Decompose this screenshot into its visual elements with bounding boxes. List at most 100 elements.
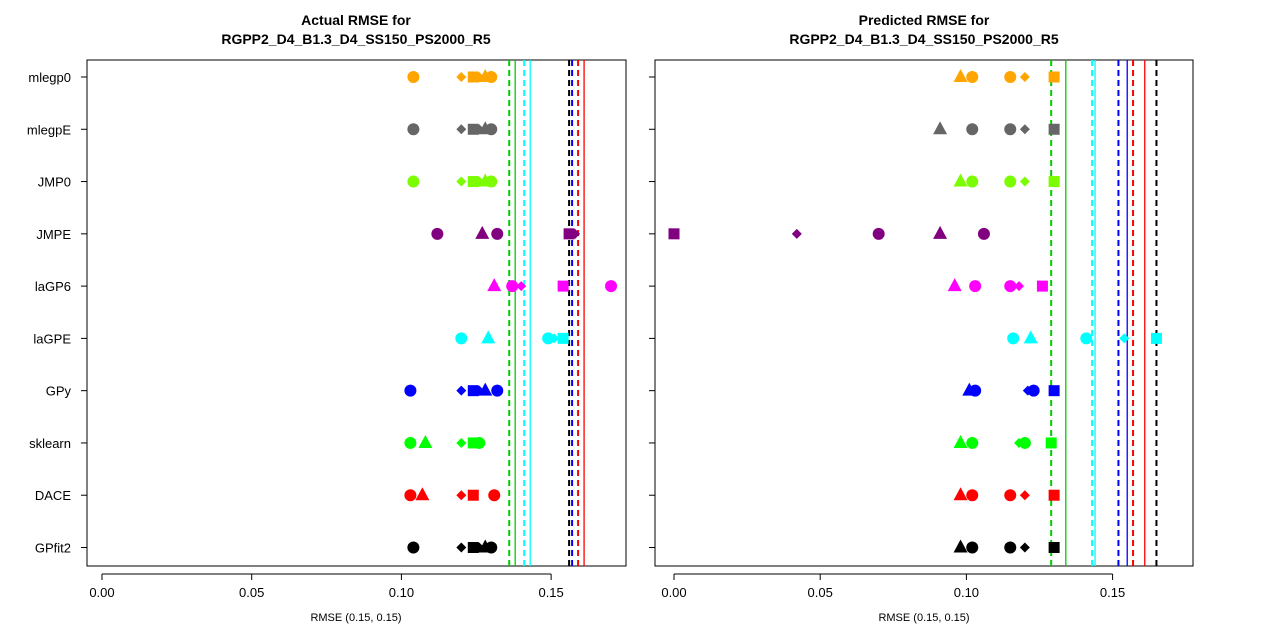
data-point-square xyxy=(1048,176,1060,188)
data-point-circle xyxy=(1004,489,1017,502)
data-point-square xyxy=(557,280,569,292)
data-point-circle xyxy=(966,436,979,449)
data-point-circle xyxy=(542,332,555,345)
y-tick-label: laGPE xyxy=(33,331,71,346)
data-point-diamond xyxy=(1119,333,1130,344)
data-point-circle xyxy=(491,227,504,240)
data-point-square xyxy=(1048,385,1060,397)
data-point-circle xyxy=(1018,436,1031,449)
data-point-circle xyxy=(431,227,444,240)
data-point-diamond xyxy=(456,542,467,553)
data-point-circle xyxy=(966,175,979,188)
data-point-circle xyxy=(966,541,979,554)
x-tick-label: 0.10 xyxy=(954,585,979,600)
actual-x-axis-label: RMSE (0.15, 0.15) xyxy=(310,612,401,624)
predicted-rmse-panel: Predicted RMSE for RGPP2_D4_B1.3_D4_SS15… xyxy=(649,12,1194,624)
x-tick-label: 0.00 xyxy=(89,585,114,600)
y-tick-label: GPy xyxy=(46,384,72,399)
data-point-circle xyxy=(1004,541,1017,554)
data-point-circle xyxy=(1027,384,1040,397)
data-point-diamond xyxy=(456,176,467,187)
x-tick-label: 0.00 xyxy=(661,585,686,600)
data-point-diamond xyxy=(1019,176,1030,187)
data-point-square xyxy=(668,228,680,240)
data-point-circle xyxy=(488,489,501,502)
data-point-square xyxy=(467,385,479,397)
data-point-square xyxy=(467,542,479,553)
data-point-triangle xyxy=(953,173,968,187)
data-point-triangle xyxy=(933,121,948,135)
data-point-square xyxy=(467,176,479,188)
data-point-square xyxy=(1036,280,1048,292)
data-point-square xyxy=(467,123,479,135)
data-point-triangle xyxy=(481,330,496,344)
data-point-diamond xyxy=(456,437,467,448)
data-point-circle xyxy=(407,541,420,554)
y-tick-label: mlegp0 xyxy=(28,70,71,85)
data-point-diamond xyxy=(1019,72,1030,82)
data-point-circle xyxy=(473,436,486,449)
data-point-triangle xyxy=(953,69,968,82)
data-point-diamond xyxy=(1019,542,1030,553)
data-point-circle xyxy=(969,280,982,293)
data-point-diamond xyxy=(791,228,802,239)
x-tick-label: 0.05 xyxy=(239,585,264,600)
data-point-triangle xyxy=(953,487,968,501)
x-tick-label: 0.15 xyxy=(1100,585,1125,600)
data-point-diamond xyxy=(1019,124,1030,135)
data-point-triangle xyxy=(953,434,968,448)
data-point-circle xyxy=(977,227,990,240)
data-point-circle xyxy=(404,384,417,397)
data-point-circle xyxy=(1004,123,1017,136)
predicted-title-line1: Predicted RMSE for xyxy=(859,12,990,28)
data-point-diamond xyxy=(456,72,467,82)
data-point-circle xyxy=(1080,332,1093,345)
data-point-circle xyxy=(966,123,979,136)
data-point-circle xyxy=(404,489,417,502)
data-point-circle xyxy=(491,384,504,397)
y-tick-label: GPfit2 xyxy=(35,541,71,556)
y-tick-label: DACE xyxy=(35,488,71,503)
data-point-circle xyxy=(605,280,618,293)
data-point-square xyxy=(467,489,479,501)
data-point-circle xyxy=(407,71,420,83)
data-point-diamond xyxy=(516,281,527,292)
data-point-circle xyxy=(407,175,420,188)
data-point-circle xyxy=(506,280,519,293)
data-point-circle xyxy=(455,332,468,345)
y-tick-label: mlegpE xyxy=(27,122,71,137)
y-tick-label: JMPE xyxy=(36,227,71,242)
plot-frame xyxy=(654,59,1194,567)
data-point-square xyxy=(557,332,569,344)
actual-title-line2: RGPP2_D4_B1.3_D4_SS150_PS2000_R5 xyxy=(221,31,491,47)
data-point-circle xyxy=(485,175,498,188)
data-point-circle xyxy=(485,541,498,554)
y-tick-label: laGP6 xyxy=(35,279,71,294)
data-point-circle xyxy=(1007,332,1020,345)
data-point-circle xyxy=(1004,175,1017,188)
predicted-title-line2: RGPP2_D4_B1.3_D4_SS150_PS2000_R5 xyxy=(789,31,1059,47)
data-point-circle xyxy=(966,71,979,83)
data-point-diamond xyxy=(570,228,581,239)
data-point-square xyxy=(1150,332,1162,344)
data-point-diamond xyxy=(549,333,560,344)
plot-frame xyxy=(86,59,627,567)
data-point-circle xyxy=(1004,71,1017,83)
data-point-circle xyxy=(485,71,498,83)
y-tick-label: sklearn xyxy=(29,436,71,451)
data-point-triangle xyxy=(475,225,490,239)
x-tick-label: 0.15 xyxy=(538,585,563,600)
data-point-circle xyxy=(969,384,982,397)
data-point-triangle xyxy=(418,434,433,448)
data-point-diamond xyxy=(456,385,467,396)
data-point-triangle xyxy=(933,225,948,239)
data-point-triangle xyxy=(1023,330,1038,344)
data-point-square xyxy=(467,71,479,83)
data-point-circle xyxy=(485,123,498,136)
data-point-diamond xyxy=(456,124,467,135)
data-point-circle xyxy=(966,489,979,502)
data-point-circle xyxy=(407,123,420,136)
actual-title-line1: Actual RMSE for xyxy=(301,12,411,28)
actual-rmse-panel: Actual RMSE for RGPP2_D4_B1.3_D4_SS150_P… xyxy=(27,12,627,624)
